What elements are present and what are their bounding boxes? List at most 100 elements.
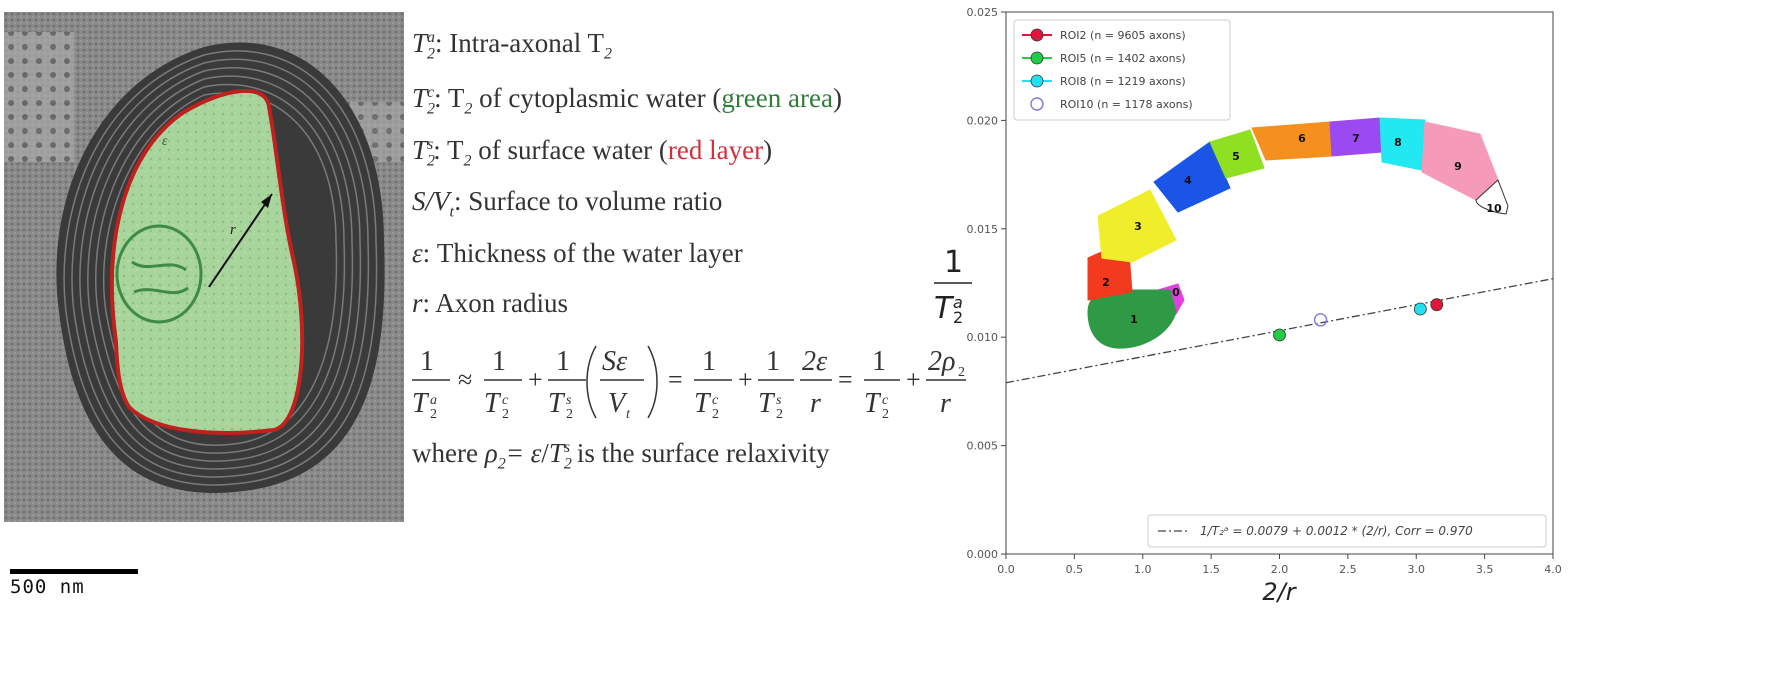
fit-legend-box [1147, 514, 1547, 548]
svg-text:c: c [502, 393, 509, 408]
legend-marker [1030, 97, 1044, 111]
radius-label: r [230, 222, 236, 238]
y-tick-label: 0.000 [967, 548, 999, 561]
fit-legend-label: 1/T₂ᵃ = 0.0079 + 0.0012 * (2/r), Corr = … [1200, 524, 1473, 538]
inset-region [1475, 179, 1509, 215]
y-axis-label: 1 T a 2 [934, 245, 972, 327]
relaxation-equation: 1 T a 2 ≈ 1 T c 2 + 1 T s 2 Sε V t = 1 T… [412, 345, 966, 422]
svg-text:1: 1 [702, 346, 716, 377]
data-point [1313, 313, 1328, 327]
svg-text:2: 2 [882, 407, 889, 422]
green-area-label: green area [721, 83, 833, 113]
y-tick-label: 0.005 [967, 440, 999, 453]
svg-text:t: t [626, 407, 631, 422]
fit-legend: 1/T₂ᵃ = 0.0079 + 0.0012 * (2/r), Corr = … [1147, 514, 1547, 548]
legend-box [1013, 19, 1231, 121]
x-tick-label: 2.0 [1271, 563, 1289, 576]
svg-text:2: 2 [712, 407, 719, 422]
svg-text:1: 1 [944, 245, 963, 280]
svg-text:T: T [548, 388, 566, 419]
legend-marker [1030, 74, 1044, 88]
data-point [1273, 328, 1286, 342]
inset-region-label: 7 [1352, 132, 1360, 145]
inset-region [1153, 141, 1231, 213]
surface-relaxivity-note: where ρ2= ε/T2s is the surface relaxivit… [412, 438, 830, 473]
svg-text:+: + [906, 365, 921, 394]
inset-region-label: 5 [1232, 150, 1240, 163]
inset-region-label: 10 [1486, 202, 1502, 215]
y-tick-label: 0.010 [967, 331, 999, 344]
svg-text:1: 1 [492, 346, 506, 377]
svg-text:V: V [608, 388, 628, 419]
svg-text:a: a [430, 393, 437, 408]
x-tick-label: 1.5 [1202, 563, 1220, 576]
svg-text:2: 2 [502, 407, 509, 422]
axon-micrograph: r ε [4, 12, 404, 522]
svg-text:c: c [712, 393, 719, 408]
inset-region-label: 2 [1102, 276, 1110, 289]
svg-text:T: T [412, 388, 430, 419]
inset-region [1097, 189, 1177, 263]
svg-text:r: r [810, 388, 821, 419]
x-tick-label: 0.0 [997, 563, 1015, 576]
inset-region [1209, 129, 1265, 179]
dotted-fibers [4, 32, 74, 162]
y-axis: 0.000 0.005 0.010 0.015 0.020 0.025 [967, 6, 1006, 561]
red-layer-label: red layer [667, 135, 764, 165]
svg-text:c: c [882, 393, 889, 408]
svg-text:≈: ≈ [458, 365, 472, 394]
svg-text:T: T [934, 291, 955, 326]
mitochondrion [115, 224, 203, 324]
svg-text:T: T [694, 388, 712, 419]
inset-region-label: 1 [1130, 313, 1138, 326]
svg-text:T: T [484, 388, 502, 419]
legend-label: ROI10 (n = 1178 axons) [1060, 98, 1193, 111]
relaxation-scatter-chart: 0.000 0.005 0.010 0.015 0.020 0.025 0.0 0.5 1.0… [934, 6, 1562, 606]
inset-region-label: 8 [1394, 136, 1402, 149]
svg-text:2ρ: 2ρ [928, 346, 955, 377]
inset-region [1379, 117, 1426, 171]
inset-region-label: 6 [1298, 132, 1306, 145]
svg-text:r: r [940, 388, 951, 419]
svg-text:+: + [528, 365, 543, 394]
y-tick-label: 0.015 [967, 223, 999, 236]
x-tick-label: 2.5 [1339, 563, 1357, 576]
x-tick-label: 3.5 [1476, 563, 1494, 576]
legend-label: ROI2 (n = 9605 axons) [1060, 29, 1186, 42]
layer-label: ε [162, 134, 168, 149]
svg-text:=: = [668, 365, 683, 394]
def-t2s: T2s: T2 of surface water (red layer) [412, 135, 773, 170]
inset-region-label: 4 [1184, 174, 1192, 187]
inset-region-label: 3 [1134, 220, 1142, 233]
svg-text:a: a [953, 293, 963, 312]
inset-region-label: 0 [1172, 286, 1180, 299]
svg-text:1: 1 [766, 346, 780, 377]
svg-text:2ε: 2ε [802, 346, 827, 377]
def-radius: r: Axon radius [412, 288, 569, 318]
legend-marker [1030, 51, 1044, 65]
cytoplasm-green-area [109, 88, 305, 435]
inset-region [1251, 121, 1333, 161]
svg-text:2: 2 [958, 365, 965, 380]
data-point [1413, 302, 1427, 316]
legend: ROI2 (n = 9605 axons) ROI5 (n = 1402 axon… [1013, 19, 1231, 121]
legend-label: ROI5 (n = 1402 axons) [1060, 52, 1186, 65]
data-point [1430, 298, 1444, 312]
x-axis: 0.0 0.5 1.0 1.5 2.0 2.5 3.0 3.5 4.0 [997, 554, 1562, 576]
svg-text:2: 2 [430, 407, 437, 422]
def-thickness: ε: Thickness of the water layer [412, 238, 743, 268]
def-surface-volume: S/Vt: Surface to volume ratio [412, 186, 723, 221]
y-tick-label: 0.025 [967, 6, 999, 19]
inset-region-label: 9 [1454, 160, 1462, 173]
svg-text:1: 1 [872, 346, 886, 377]
radius-arrow [208, 193, 273, 288]
x-tick-label: 0.5 [1066, 563, 1084, 576]
svg-text:s: s [776, 393, 782, 408]
svg-text:T: T [864, 388, 882, 419]
svg-text:2: 2 [776, 407, 783, 422]
scale-bar [10, 569, 138, 574]
def-t2a: T2a: Intra-axonal T2 [412, 28, 612, 63]
svg-text:=: = [838, 365, 853, 394]
y-tick-label: 0.020 [967, 114, 999, 127]
x-tick-label: 1.0 [1134, 563, 1152, 576]
